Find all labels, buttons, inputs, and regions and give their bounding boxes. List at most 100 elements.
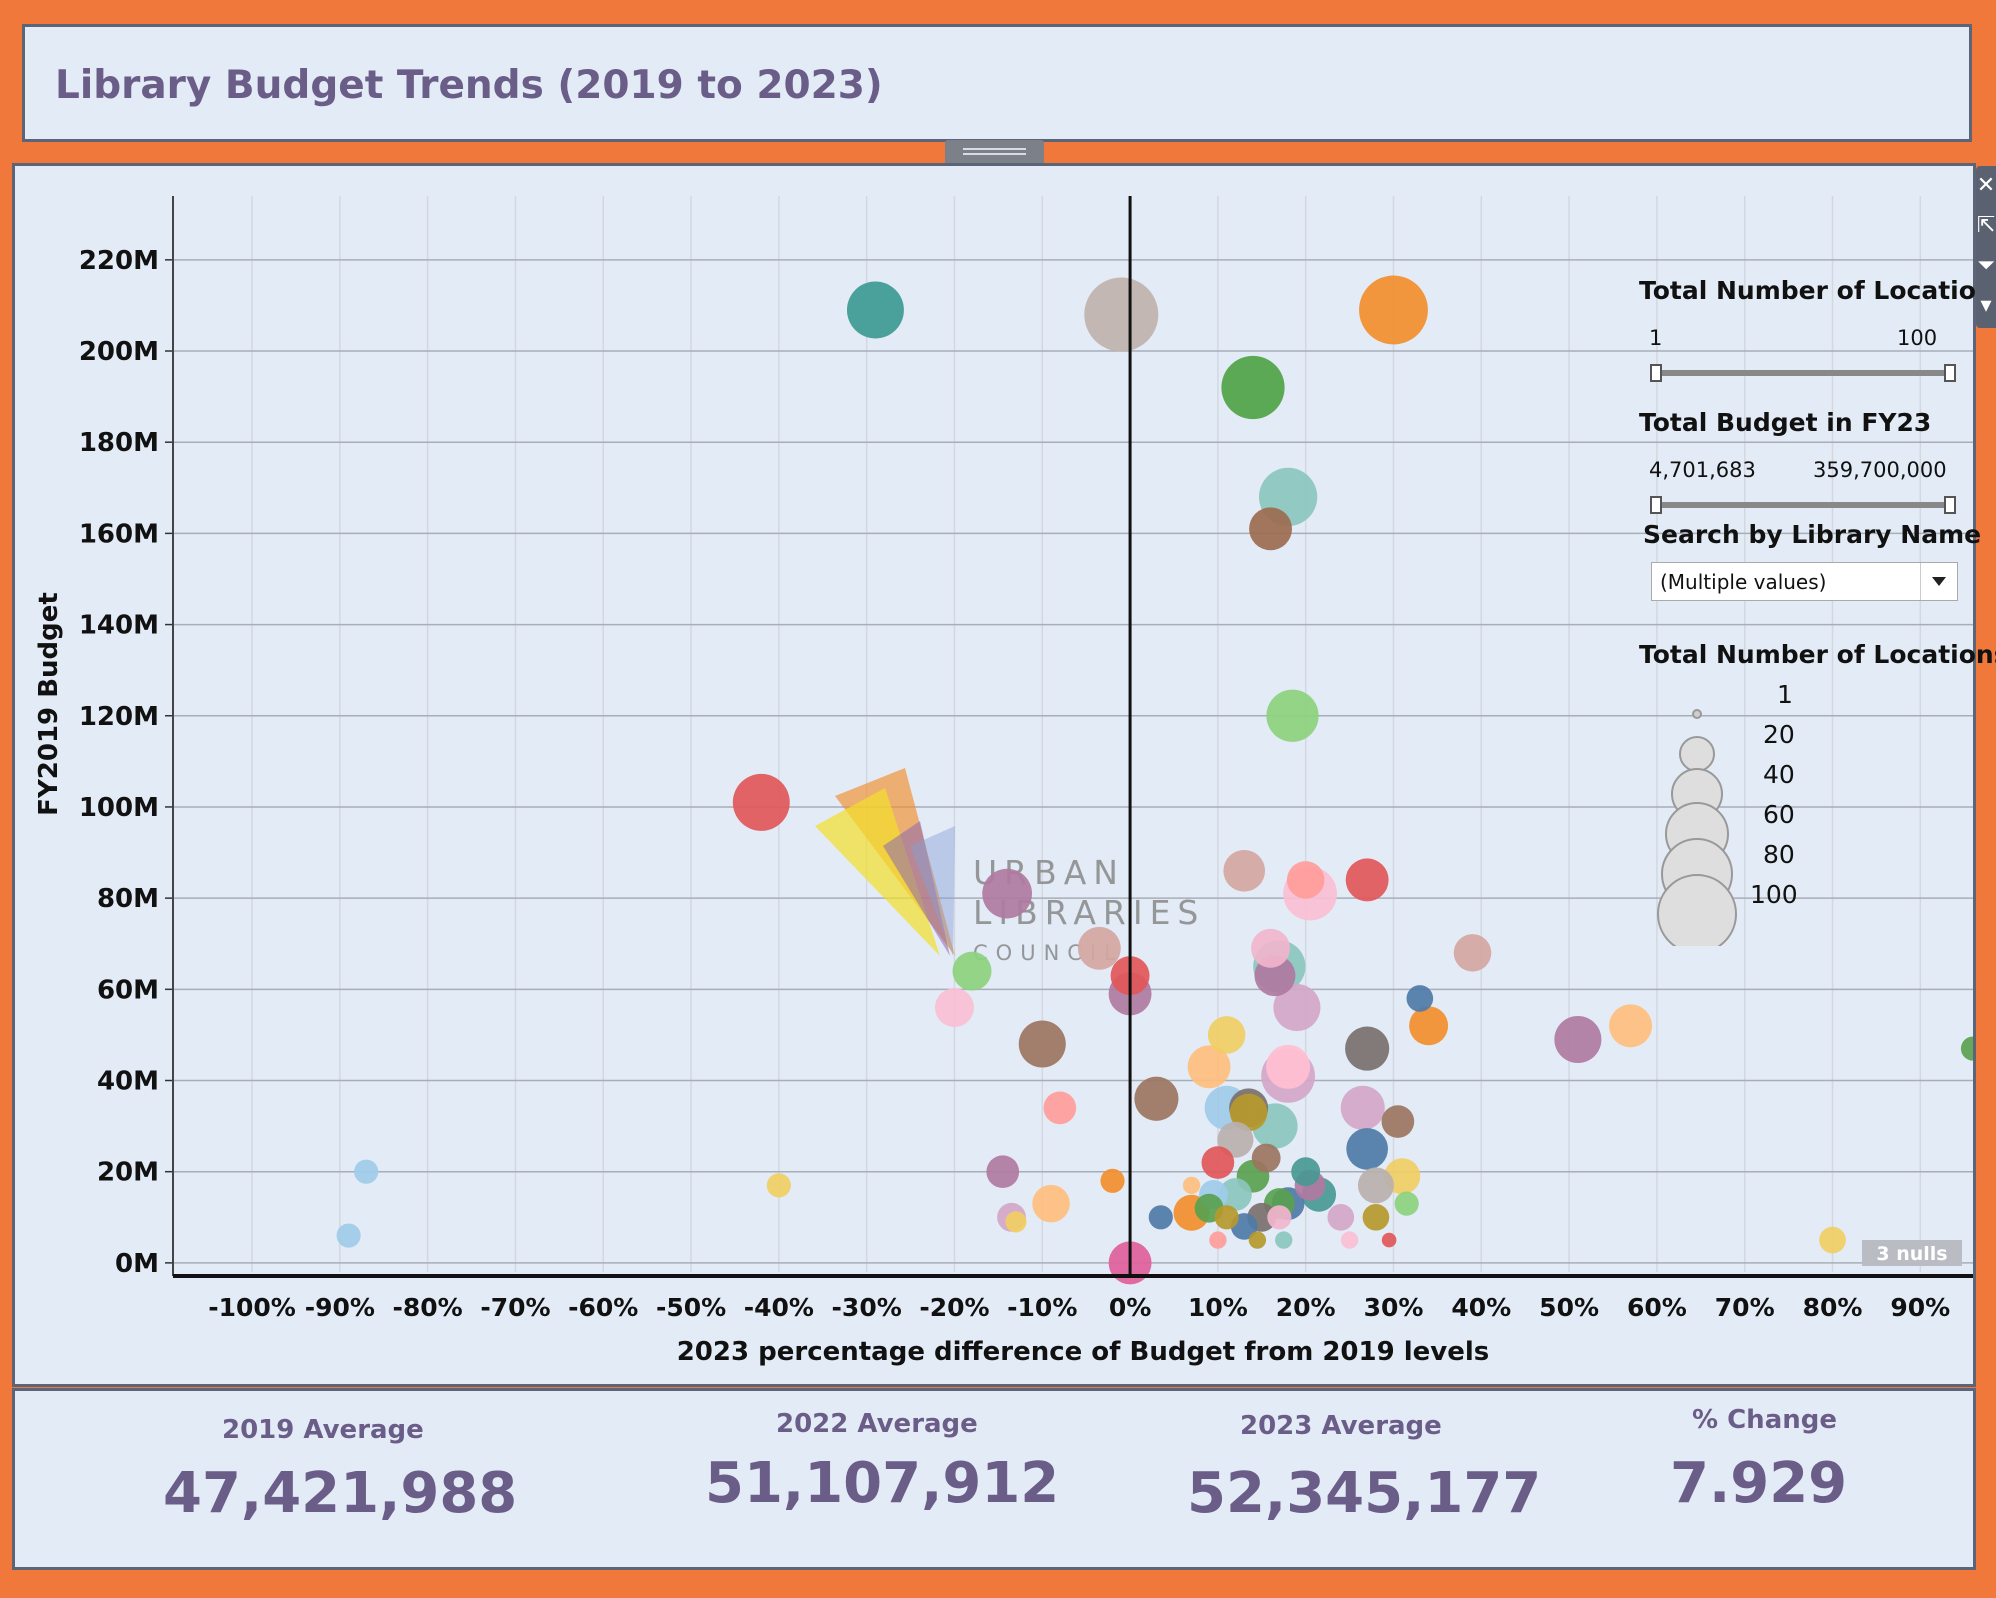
filter-icon[interactable]: ⏷	[1977, 253, 1995, 278]
library-point[interactable]	[934, 988, 974, 1028]
library-point[interactable]	[1345, 858, 1389, 902]
x-tick-label: -60%	[568, 1293, 638, 1322]
chevron-down-icon[interactable]	[1920, 563, 1957, 600]
library-point[interactable]	[1345, 1026, 1390, 1071]
library-point[interactable]	[1043, 1091, 1077, 1125]
y-tick-label: 220M	[79, 246, 159, 276]
library-point[interactable]	[1554, 1015, 1602, 1063]
library-point[interactable]	[1266, 689, 1319, 742]
x-tick-label: -80%	[393, 1293, 463, 1322]
library-point[interactable]	[982, 868, 1033, 919]
popout-icon[interactable]: ⇱	[1976, 213, 1996, 238]
library-point[interactable]	[1249, 507, 1293, 551]
library-point[interactable]	[1409, 1006, 1449, 1046]
library-point[interactable]	[1032, 1184, 1070, 1223]
library-point[interactable]	[1340, 1085, 1385, 1130]
close-icon[interactable]: ✕	[1976, 173, 1996, 198]
y-tick-label: 140M	[79, 611, 159, 641]
library-point[interactable]	[1207, 1016, 1246, 1054]
library-point[interactable]	[1381, 1232, 1397, 1248]
x-tick-label: 20%	[1276, 1293, 1336, 1322]
library-point[interactable]	[1346, 1128, 1388, 1170]
locations-slider-min-handle[interactable]	[1650, 364, 1662, 382]
panel-resize-handle[interactable]	[945, 140, 1044, 164]
x-tick-label: 0%	[1109, 1293, 1151, 1322]
locations-slider-max-handle[interactable]	[1944, 364, 1956, 382]
library-name-dropdown[interactable]: (Multiple values)	[1651, 562, 1958, 601]
library-point[interactable]	[1214, 1205, 1239, 1230]
library-point[interactable]	[1221, 355, 1285, 420]
y-axis-title: FY2019 Budget	[34, 592, 64, 816]
x-tick-label: -90%	[305, 1293, 375, 1322]
library-point[interactable]	[1273, 984, 1321, 1032]
library-point[interactable]	[1609, 1004, 1653, 1048]
library-point[interactable]	[952, 951, 992, 991]
kpi-change-value: 7.929	[1670, 1451, 1848, 1516]
y-tick-label: 40M	[97, 1067, 159, 1097]
x-tick-label: 10%	[1188, 1293, 1248, 1322]
library-point[interactable]	[1453, 934, 1492, 972]
x-tick-label: 60%	[1627, 1293, 1687, 1322]
library-point[interactable]	[1267, 1205, 1292, 1230]
budget-slider-min-handle[interactable]	[1650, 496, 1662, 514]
library-point[interactable]	[1819, 1226, 1846, 1254]
library-point[interactable]	[1077, 926, 1121, 970]
library-point[interactable]	[336, 1223, 361, 1248]
library-point[interactable]	[1182, 1176, 1201, 1195]
library-point[interactable]	[1187, 1045, 1231, 1089]
library-point[interactable]	[1394, 1191, 1419, 1216]
library-point[interactable]	[1251, 1143, 1281, 1173]
y-tick-label: 160M	[79, 519, 159, 549]
library-point[interactable]	[1327, 1203, 1355, 1231]
library-point[interactable]	[1286, 861, 1325, 899]
nulls-badge-bg[interactable]	[1862, 1240, 1962, 1266]
library-point[interactable]	[1381, 1105, 1415, 1138]
library-point[interactable]	[1362, 1203, 1390, 1231]
more-options-icon[interactable]: ▾	[1980, 293, 1992, 318]
library-point[interactable]	[1134, 1076, 1179, 1121]
library-point[interactable]	[1275, 1231, 1293, 1249]
library-point[interactable]	[766, 1173, 791, 1198]
y-tick-label: 20M	[97, 1158, 159, 1188]
library-point[interactable]	[732, 773, 790, 831]
budget-filter-max: 359,700,000	[1813, 458, 1947, 482]
budget-slider-track[interactable]	[1655, 502, 1953, 508]
library-point[interactable]	[986, 1155, 1020, 1189]
library-point[interactable]	[1209, 1231, 1227, 1249]
nulls-badge-text[interactable]: 3 nulls	[1876, 1243, 1947, 1265]
library-point[interactable]	[1960, 1036, 1973, 1061]
library-point[interactable]	[846, 281, 904, 339]
library-point[interactable]	[1219, 1178, 1252, 1211]
x-tick-label: -100%	[208, 1293, 296, 1322]
library-point[interactable]	[1359, 275, 1428, 345]
library-point[interactable]	[1291, 1157, 1321, 1187]
library-point[interactable]	[1248, 1231, 1267, 1249]
x-tick-label: -30%	[832, 1293, 902, 1322]
library-point[interactable]	[354, 1159, 379, 1184]
x-axis-title: 2023 percentage difference of Budget fro…	[677, 1337, 1490, 1367]
budget-filter-min: 4,701,683	[1649, 458, 1756, 482]
nulls-indicator[interactable]: 3 nulls	[1862, 1240, 1962, 1266]
x-tick-label: -70%	[480, 1293, 550, 1322]
library-point[interactable]	[1148, 1205, 1173, 1230]
library-point[interactable]	[1201, 1146, 1235, 1179]
search-filter-title: Search by Library Name	[1643, 520, 1982, 549]
x-tick-label: 50%	[1539, 1293, 1599, 1322]
library-point[interactable]	[1100, 1168, 1125, 1193]
library-point[interactable]	[1084, 277, 1159, 352]
locations-slider-track[interactable]	[1655, 370, 1953, 376]
size-legend-circles	[1657, 709, 1737, 946]
library-point[interactable]	[1266, 1044, 1311, 1089]
library-point[interactable]	[1223, 849, 1266, 892]
library-point[interactable]	[1005, 1211, 1027, 1233]
library-point[interactable]	[1251, 928, 1291, 968]
library-point[interactable]	[1229, 1093, 1268, 1132]
library-point[interactable]	[1340, 1231, 1359, 1249]
budget-slider-max-handle[interactable]	[1944, 496, 1956, 514]
library-point[interactable]	[1357, 1167, 1394, 1204]
library-point[interactable]	[1406, 985, 1434, 1012]
dashboard-title: Library Budget Trends (2019 to 2023)	[55, 63, 883, 108]
budget-filter-title: Total Budget in FY23	[1639, 408, 1932, 437]
kpi-2023-label: 2023 Average	[1240, 1411, 1442, 1441]
library-point[interactable]	[1018, 1020, 1066, 1068]
